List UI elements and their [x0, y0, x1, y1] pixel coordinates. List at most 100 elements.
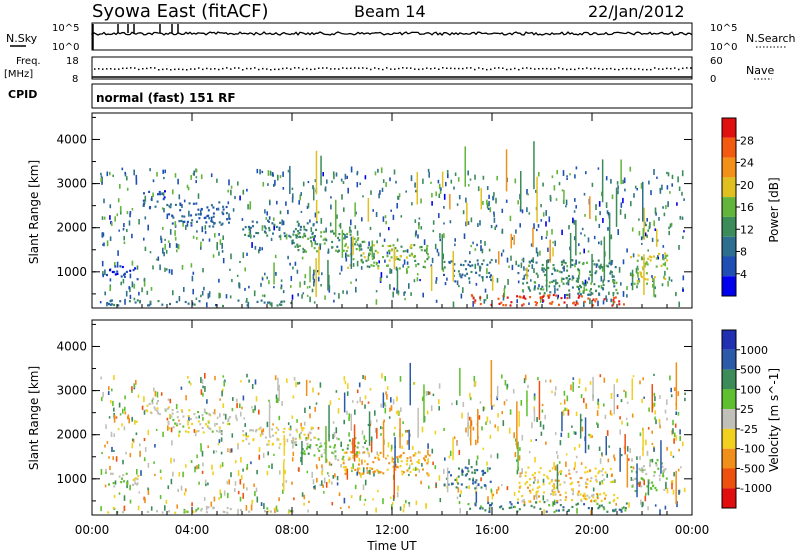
heat-cell: [201, 414, 204, 417]
heat-cell: [519, 475, 522, 478]
heat-cell: [530, 439, 532, 442]
heat-cell: [240, 380, 242, 383]
heat-cell: [328, 461, 331, 466]
heat-cell: [259, 433, 262, 437]
heat-cell: [537, 481, 539, 484]
heat-cell: [177, 488, 179, 493]
heat-cell: [255, 428, 258, 432]
heat-cell: [163, 252, 165, 257]
heat-cell: [539, 467, 542, 470]
heat-cell: [468, 280, 471, 284]
heat-cell: [435, 277, 438, 281]
heat-cell: [116, 261, 119, 268]
heat-cell: [245, 432, 247, 437]
heat-cell: [364, 479, 367, 486]
heat-cell: [643, 265, 646, 268]
heat-cell: [278, 226, 281, 229]
heat-cell: [399, 506, 402, 511]
heat-cell: [422, 178, 424, 184]
colorbar-tick-label: 25: [740, 403, 754, 416]
heat-cell: [216, 422, 218, 426]
heat-cell: [624, 509, 627, 512]
heat-cell: [431, 448, 434, 454]
heat-cell: [484, 288, 487, 293]
heat-cell: [229, 448, 232, 453]
heat-streak: [496, 385, 499, 398]
heat-cell: [528, 212, 531, 215]
heat-cell: [356, 446, 359, 449]
heat-cell: [120, 281, 122, 286]
heat-cell: [528, 287, 531, 290]
heat-cell: [415, 500, 418, 505]
heat-cell: [290, 285, 292, 288]
heat-cell: [537, 224, 540, 228]
heat-cell: [244, 423, 246, 427]
heat-cell: [638, 218, 640, 221]
heat-cell: [211, 220, 214, 223]
heat-cell: [657, 256, 659, 260]
heat-cell: [420, 249, 423, 252]
heat-cell: [390, 269, 393, 274]
heat-cell: [679, 429, 681, 435]
heat-streak: [367, 198, 370, 222]
heat-cell: [251, 242, 253, 248]
heat-streak: [498, 251, 500, 265]
heat-cell: [240, 411, 242, 417]
heat-cell: [584, 387, 587, 392]
heat-cell: [196, 220, 198, 223]
heat-cell: [577, 279, 579, 283]
heat-cell: [388, 462, 391, 465]
heat-cell: [384, 376, 386, 382]
heat-cell: [356, 451, 358, 454]
heat-cell: [347, 444, 350, 447]
heat-cell: [267, 510, 270, 513]
heat-cell: [489, 207, 492, 213]
heat-cell: [255, 231, 258, 235]
heat-cell: [672, 489, 675, 495]
heat-cell: [631, 484, 634, 487]
heat-cell: [167, 240, 170, 243]
heat-cell: [443, 260, 446, 263]
nave-dot: [238, 67, 240, 69]
heat-cell: [577, 268, 580, 271]
heat-cell: [673, 387, 676, 391]
heat-cell: [249, 201, 252, 208]
heat-cell: [253, 290, 256, 297]
heat-cell: [312, 274, 315, 280]
heat-cell: [552, 264, 555, 267]
heat-cell: [474, 299, 477, 302]
heat-cell: [118, 402, 121, 408]
nsearch-tick-high: 10^5: [710, 23, 737, 34]
heat-cell: [338, 492, 341, 497]
heat-cell: [303, 249, 306, 253]
heat-cell: [559, 483, 562, 486]
heat-cell: [357, 441, 360, 444]
heat-cell: [583, 192, 586, 196]
heat-cell: [671, 183, 673, 187]
heat-cell: [658, 252, 661, 256]
heat-cell: [115, 456, 118, 462]
heat-cell: [610, 474, 613, 477]
heat-cell: [123, 505, 126, 512]
heat-cell: [302, 452, 305, 455]
heat-cell: [126, 481, 129, 484]
heat-cell: [626, 248, 628, 253]
heat-cell: [644, 232, 647, 237]
nave-dot: [206, 67, 208, 70]
heat-cell: [488, 248, 491, 252]
heat-cell: [666, 259, 669, 262]
heat-cell: [501, 208, 504, 213]
heat-cell: [420, 198, 422, 204]
heat-cell: [469, 392, 471, 398]
heat-cell: [126, 187, 129, 191]
heat-cell: [568, 472, 571, 475]
heat-cell: [300, 426, 303, 430]
heat-cell: [656, 176, 658, 179]
heat-cell: [136, 478, 139, 481]
heat-cell: [395, 180, 397, 184]
heat-cell: [144, 447, 147, 452]
heat-cell: [113, 303, 116, 307]
heat-cell: [222, 205, 225, 208]
heat-cell: [345, 243, 347, 246]
heat-cell: [354, 243, 356, 246]
